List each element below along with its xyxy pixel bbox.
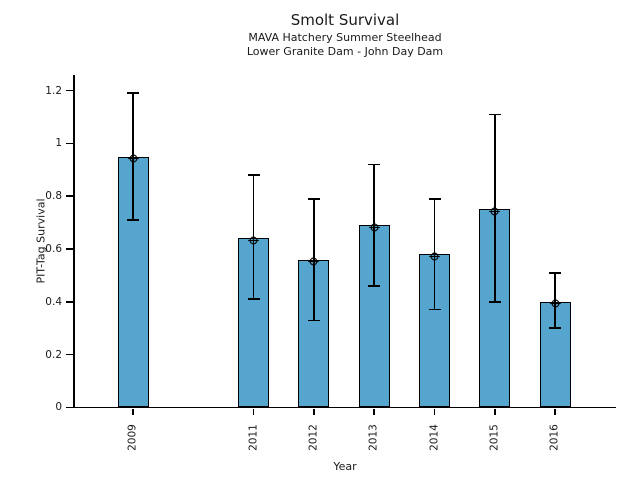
error-cap-top-2009 xyxy=(127,92,139,94)
x-tick-label-2014: 2014 xyxy=(428,423,440,451)
marker-circle-plus-2015 xyxy=(488,203,501,217)
error-cap-bottom-2015 xyxy=(488,301,501,303)
marker-circle-plus-2011 xyxy=(247,232,260,246)
y-tick-label: 1.2 xyxy=(45,84,62,97)
x-tick-label-2015: 2015 xyxy=(488,423,501,451)
y-tick-label: 0.2 xyxy=(45,348,62,361)
x-tick-label-2016: 2016 xyxy=(548,423,561,451)
y-tick-label: 0.8 xyxy=(45,190,62,203)
error-cap-top-2012 xyxy=(307,198,320,200)
marker-circle-plus-2016 xyxy=(549,295,562,310)
marker-circle-plus-2014 xyxy=(428,248,441,262)
marker-circle-plus-2012 xyxy=(307,253,320,267)
x-tick-2015 xyxy=(494,408,496,415)
x-tick-label-2011: 2011 xyxy=(247,423,260,451)
y-tick-label: 0.4 xyxy=(45,295,62,308)
y-tick-label: 1 xyxy=(55,137,62,150)
x-tick-2013 xyxy=(373,408,375,415)
chart-title: Smolt Survival xyxy=(290,11,400,29)
error-cap-bottom-2013 xyxy=(368,285,381,287)
y-tick xyxy=(65,142,73,145)
bar-2009 xyxy=(117,156,149,408)
plot-area: 0 0.2 0.4 0.6 0.8 1 1.2 2009 2011 2012 2013 2014 201… xyxy=(45,75,616,450)
error-cap-bottom-2014 xyxy=(428,308,441,311)
y-tick-label: 0 xyxy=(55,401,62,414)
y-tick xyxy=(65,406,73,409)
x-tick-2009 xyxy=(132,408,134,415)
x-tick-label-2009: 2009 xyxy=(126,423,139,451)
error-cap-top-2014 xyxy=(428,198,441,200)
x-tick-2012 xyxy=(313,408,315,415)
y-tick xyxy=(65,353,73,356)
chart-subtitle-2: Lower Granite Dam - John Day Dam xyxy=(246,45,444,58)
marker-circle-plus-2013 xyxy=(368,219,381,233)
chart-subtitle-1: MAVA Hatchery Summer Steelhead xyxy=(248,31,442,44)
error-cap-bottom-2009 xyxy=(127,219,139,221)
x-tick-label-2012: 2012 xyxy=(307,423,320,451)
error-cap-top-2013 xyxy=(368,163,381,166)
y-tick xyxy=(65,301,73,303)
x-axis-label: Year xyxy=(333,460,357,473)
y-axis-label: PIT-Tag Survival xyxy=(34,198,48,284)
y-tick xyxy=(65,195,73,197)
error-cap-top-2015 xyxy=(488,113,501,116)
x-tick-2016 xyxy=(554,408,556,415)
y-axis-line xyxy=(73,75,75,408)
marker-circle-plus-2009 xyxy=(127,150,140,164)
x-tick-2011 xyxy=(252,408,255,415)
x-tick-label-2013: 2013 xyxy=(367,423,380,451)
error-cap-bottom-2012 xyxy=(307,319,320,322)
y-tick xyxy=(65,89,73,92)
error-cap-top-2016 xyxy=(549,272,562,274)
y-tick xyxy=(65,248,73,250)
bar-2015 xyxy=(479,209,511,408)
x-tick-2014 xyxy=(433,408,436,415)
error-cap-bottom-2016 xyxy=(549,327,562,329)
error-cap-bottom-2011 xyxy=(247,298,260,300)
y-tick-label: 0.6 xyxy=(45,243,62,255)
x-axis-line xyxy=(68,406,616,409)
error-cap-top-2011 xyxy=(247,174,260,176)
